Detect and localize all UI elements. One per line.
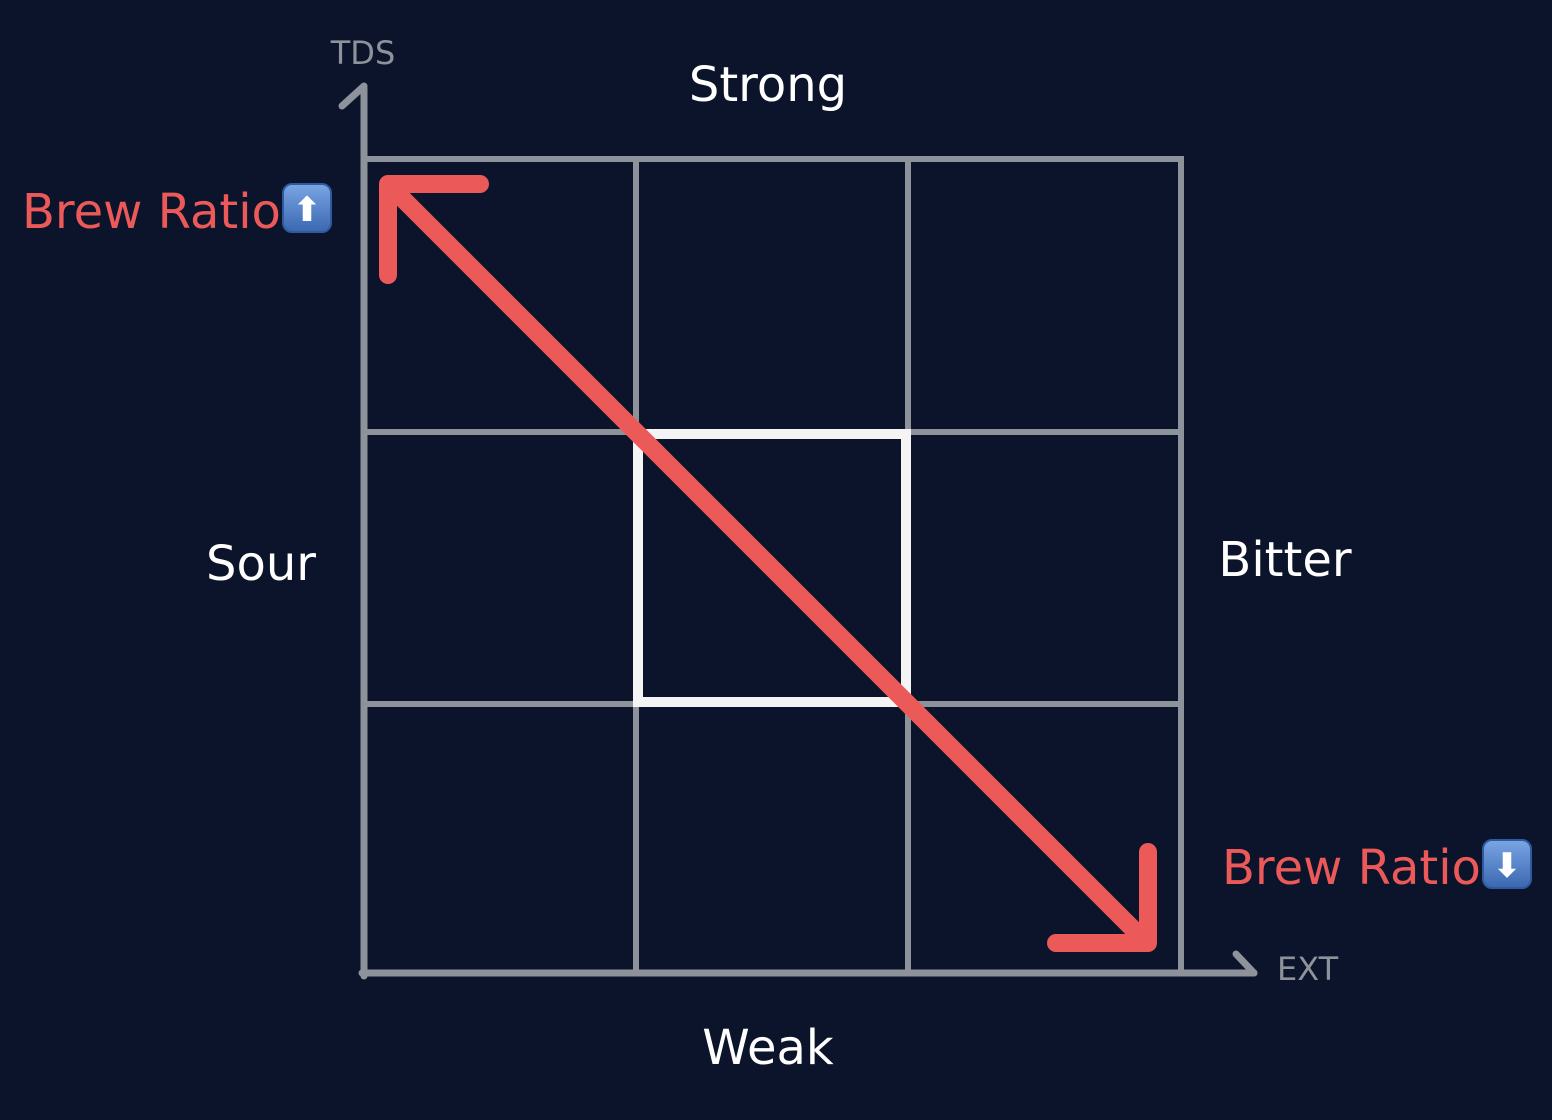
y-axis-arrowhead <box>338 82 368 110</box>
svg-text:⬆: ⬆ <box>293 190 322 230</box>
region-label-left: Sour <box>206 536 316 592</box>
x-axis <box>358 950 1258 977</box>
svg-text:⬇: ⬇ <box>1493 846 1522 886</box>
x-axis-label: EXT <box>1277 950 1339 988</box>
region-label-bottom: Weak <box>702 1020 834 1076</box>
brew-ratio-down-label: Brew Ratio <box>1222 840 1481 896</box>
brew-ratio-up-label: Brew Ratio <box>22 184 281 240</box>
brew-ratio-arrowhead-up <box>379 175 489 284</box>
y-axis <box>338 82 368 980</box>
up-arrow-emoji-icon: ⬆ <box>282 183 332 233</box>
y-axis-label: TDS <box>330 34 396 72</box>
brew-ratio-arrowhead-down <box>1047 843 1157 952</box>
down-arrow-emoji-icon: ⬇ <box>1482 839 1532 889</box>
region-label-top: Strong <box>689 57 847 113</box>
center-cell-highlight <box>633 429 911 707</box>
brew-ratio-arrow <box>379 175 1157 952</box>
brew-ratio-diagonal-line <box>385 181 1149 945</box>
region-label-right: Bitter <box>1218 532 1351 588</box>
x-axis-arrowhead <box>1232 950 1258 977</box>
